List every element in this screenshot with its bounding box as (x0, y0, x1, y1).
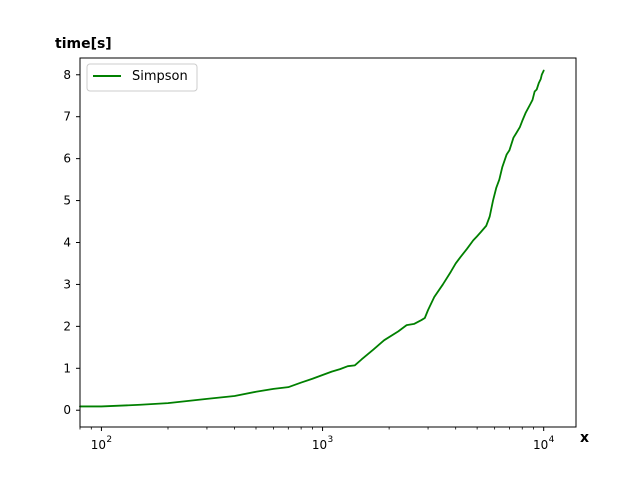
x-tick-exponent: 2 (106, 435, 112, 445)
x-tick-exponent: 3 (328, 435, 334, 445)
x-tick-label: 10 (533, 438, 548, 452)
x-axis-label: x (580, 430, 589, 446)
legend-label-simpson: Simpson (132, 69, 188, 84)
y-tick-label: 4 (63, 236, 71, 250)
y-ticks: 0 1 2 3 4 5 6 7 8 (63, 68, 80, 417)
y-tick-label: 1 (63, 361, 71, 375)
y-tick-label: 7 (63, 110, 71, 124)
plot-area (80, 58, 576, 427)
x-tick-label: 10 (91, 438, 106, 452)
series-layer (79, 69, 545, 408)
x-tick-label: 10 (312, 438, 327, 452)
y-tick-label: 3 (63, 277, 71, 291)
y-axis-label: time[s] (55, 36, 112, 52)
series-line-simpson (79, 69, 545, 408)
y-tick-label: 5 (63, 194, 71, 208)
y-tick-label: 6 (63, 152, 71, 166)
plot-frame (79, 57, 577, 428)
y-tick-label: 8 (63, 68, 71, 82)
x-tick-exponent: 4 (549, 435, 555, 445)
y-tick-label: 2 (63, 319, 71, 333)
y-tick-label: 0 (63, 403, 71, 417)
x-ticks: 10 2 10 3 10 4 (79, 427, 555, 452)
legend-box (86, 63, 198, 92)
legend: Simpson (86, 63, 198, 92)
